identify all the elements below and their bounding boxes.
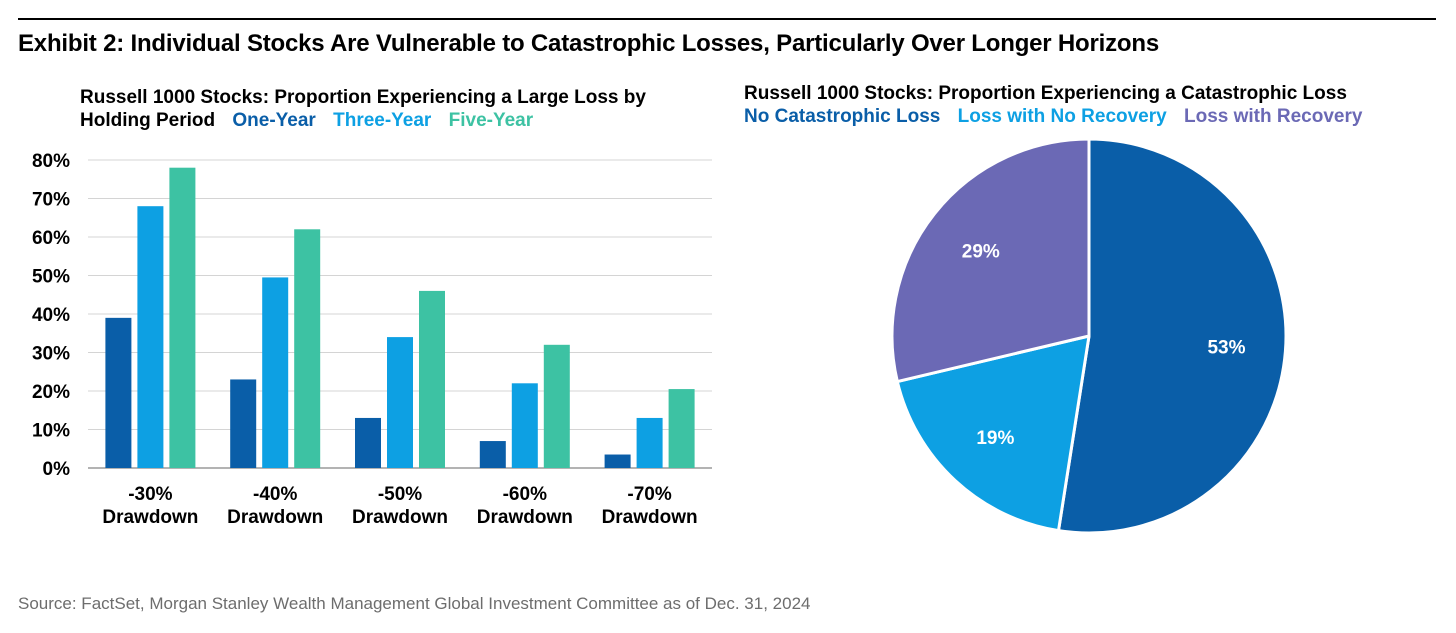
- y-tick-label: 0%: [43, 459, 71, 480]
- pie-legend: No Catastrophic Loss Loss with No Recove…: [744, 105, 1362, 128]
- y-tick-label: 30%: [32, 344, 70, 365]
- bar-one-year: [230, 379, 257, 468]
- y-tick-label: 60%: [32, 228, 70, 249]
- x-tick-label-sub: Drawdown: [227, 507, 323, 528]
- x-tick-label-sub: Drawdown: [102, 507, 198, 528]
- pie-slice-no-catastrophic-loss: [1056, 137, 1288, 535]
- bar-five-year: [668, 389, 695, 468]
- y-tick-label: 80%: [32, 151, 70, 172]
- bar-chart-title: Russell 1000 Stocks: Proportion Experien…: [80, 86, 646, 132]
- bar-chart-title-line2: Holding Period One-Year Three-Year Five-…: [80, 109, 646, 132]
- pie-slice-label: 29%: [962, 242, 1000, 263]
- legend-five-year: Five-Year: [448, 110, 534, 131]
- bar-three-year: [636, 417, 663, 468]
- legend-no-catastrophic-loss: No Catastrophic Loss: [744, 106, 941, 127]
- pie-slice-loss-with-recovery: [890, 137, 1091, 384]
- bar-chart-title-holding-period: Holding Period: [80, 110, 216, 131]
- bar-one-year: [355, 417, 381, 468]
- bar-chart: 0%10%20%30%40%50%60%70%80%-30%Drawdown-4…: [32, 151, 712, 528]
- x-tick-label: -50%: [378, 484, 422, 505]
- top-rule: [18, 18, 1436, 20]
- pie-chart: 53% 19% 29%: [890, 137, 1288, 535]
- x-tick-label: -40%: [253, 484, 297, 505]
- x-tick-label-sub: Drawdown: [352, 507, 448, 528]
- bar-five-year: [294, 229, 321, 468]
- bar-three-year: [387, 337, 413, 468]
- y-tick-label: 40%: [32, 305, 70, 326]
- y-tick-label: 70%: [32, 190, 70, 211]
- legend-one-year: One-Year: [232, 110, 316, 131]
- pie-slice-label: 19%: [976, 428, 1014, 449]
- x-tick-label: -70%: [627, 484, 671, 505]
- x-tick-label: -30%: [128, 484, 172, 505]
- x-tick-label-sub: Drawdown: [602, 507, 698, 528]
- bar-chart-title-line1: Russell 1000 Stocks: Proportion Experien…: [80, 87, 646, 108]
- bar-three-year: [511, 383, 538, 468]
- pie-chart-title: Russell 1000 Stocks: Proportion Experien…: [744, 82, 1362, 128]
- source-note: Source: FactSet, Morgan Stanley Wealth M…: [18, 594, 811, 613]
- bar-one-year: [479, 441, 506, 468]
- bar-one-year: [105, 317, 132, 468]
- bar-five-year: [169, 167, 196, 468]
- pie-slice-loss-with-no-recovery: [895, 334, 1091, 533]
- legend-three-year: Three-Year: [333, 110, 432, 131]
- y-tick-label: 20%: [32, 382, 70, 403]
- pie-chart-title-line: Russell 1000 Stocks: Proportion Experien…: [744, 83, 1347, 104]
- y-tick-label: 10%: [32, 421, 70, 442]
- y-tick-label: 50%: [32, 267, 70, 288]
- bar-five-year: [543, 344, 570, 468]
- legend-loss-no-recovery: Loss with No Recovery: [957, 106, 1167, 127]
- bar-three-year: [262, 277, 289, 468]
- x-tick-label: -60%: [503, 484, 547, 505]
- bar-five-year: [419, 290, 445, 468]
- pie-slice-label: 53%: [1207, 338, 1245, 359]
- bar-three-year: [137, 206, 164, 468]
- x-tick-label-sub: Drawdown: [477, 507, 573, 528]
- exhibit-title: Exhibit 2: Individual Stocks Are Vulnera…: [18, 30, 1159, 57]
- bar-one-year: [604, 454, 631, 468]
- legend-loss-with-recovery: Loss with Recovery: [1184, 106, 1363, 127]
